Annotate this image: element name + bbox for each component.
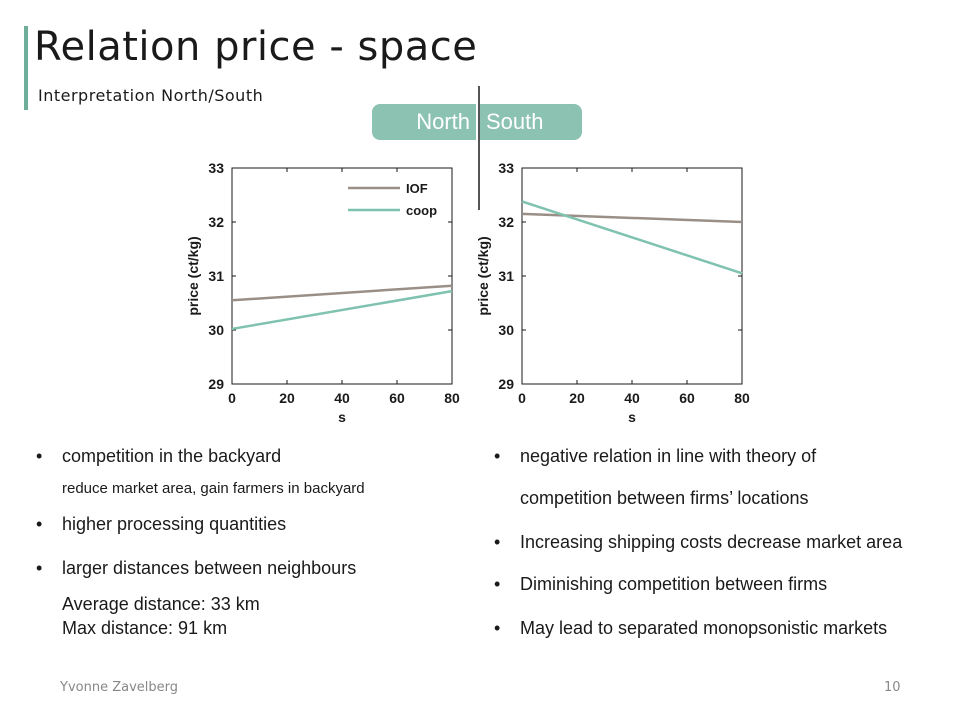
- right-bullet-4-text: May lead to separated monopsonistic mark…: [520, 618, 888, 638]
- x-tick-label: 40: [334, 390, 350, 406]
- right-bullet-3: • Diminishing competition between firms: [494, 574, 828, 595]
- bullet-dot: •: [494, 574, 501, 594]
- bullet-dot: •: [494, 618, 501, 638]
- left-bullet-3: • larger distances between neighbours: [36, 558, 357, 579]
- legend-label-iof: IOF: [406, 181, 428, 196]
- tab-south: South: [480, 104, 582, 140]
- x-tick-label: 40: [624, 390, 640, 406]
- left-bullet-2: • higher processing quantities: [36, 514, 287, 535]
- plot-frame: [521, 167, 743, 385]
- y-axis-label: price (ct/kg): [185, 236, 201, 315]
- right-bullet-2-text: Increasing shipping costs decrease marke…: [520, 532, 903, 552]
- y-tick-label: 31: [208, 268, 224, 284]
- tab-north: North: [372, 104, 476, 140]
- left-bullet-1-sub: reduce market area, gain farmers in back…: [62, 480, 365, 497]
- x-tick-label: 60: [679, 390, 695, 406]
- x-tick-label: 0: [228, 390, 236, 406]
- bullet-dot: •: [494, 446, 501, 466]
- series-line-coop: [231, 289, 453, 331]
- series-line-iof: [521, 212, 743, 224]
- x-tick-label: 20: [279, 390, 295, 406]
- x-axis-label: s: [338, 409, 346, 425]
- footer-author: Yvonne Zavelberg: [60, 680, 178, 695]
- average-distance: Average distance: 33 km: [62, 594, 260, 614]
- page-title: Relation price - space: [34, 24, 478, 70]
- series-line-coop: [521, 200, 743, 275]
- plot-frame: [231, 167, 453, 385]
- x-axis-label: s: [628, 409, 636, 425]
- y-tick-label: 30: [498, 322, 514, 338]
- bullet-dot: •: [494, 532, 501, 552]
- x-tick-label: 60: [389, 390, 405, 406]
- page-subtitle: Interpretation North/South: [38, 86, 264, 105]
- left-bullet-2-text: higher processing quantities: [62, 514, 287, 534]
- right-bullet-1-text: negative relation in line with theory of: [520, 446, 817, 466]
- y-tick-label: 30: [208, 322, 224, 338]
- y-tick-label: 33: [498, 160, 514, 176]
- title-accent-bar: [24, 26, 28, 110]
- y-tick-label: 29: [208, 376, 224, 392]
- right-bullet-2: • Increasing shipping costs decrease mar…: [494, 532, 903, 553]
- x-tick-label: 80: [444, 390, 460, 406]
- right-bullet-4: • May lead to separated monopsonistic ma…: [494, 618, 888, 639]
- y-tick-label: 31: [498, 268, 514, 284]
- right-bullet-1: • negative relation in line with theory …: [494, 446, 817, 467]
- footer-page-number: 10: [884, 680, 901, 695]
- bullet-dot: •: [36, 558, 43, 578]
- left-bullet-3-text: larger distances between neighbours: [62, 558, 357, 578]
- y-tick-label: 32: [208, 214, 224, 230]
- x-tick-label: 20: [569, 390, 585, 406]
- max-distance: Max distance: 91 km: [62, 618, 228, 638]
- left-bullet-1: • competition in the backyard: [36, 446, 282, 467]
- x-tick-label: 0: [518, 390, 526, 406]
- right-bullet-1-cont: competition between firms’ locations: [520, 488, 809, 508]
- north-chart: 29 30 31 32 33 0 20 40 60 80 s price (ct/kg) IOF coop: [185, 160, 460, 425]
- y-axis-label: price (ct/kg): [475, 236, 491, 315]
- right-bullet-3-text: Diminishing competition between firms: [520, 574, 828, 594]
- left-bullet-1-text: competition in the backyard: [62, 446, 282, 466]
- south-chart: 29 30 31 32 33 0 20 40 60 80 s price (ct/kg): [475, 160, 750, 425]
- legend-label-coop: coop: [406, 203, 437, 218]
- y-tick-label: 33: [208, 160, 224, 176]
- x-tick-label: 80: [734, 390, 750, 406]
- y-tick-label: 29: [498, 376, 514, 392]
- series-line-iof: [231, 284, 453, 302]
- bullet-dot: •: [36, 514, 43, 534]
- bullet-dot: •: [36, 446, 43, 466]
- y-tick-label: 32: [498, 214, 514, 230]
- north-south-divider: [478, 86, 480, 210]
